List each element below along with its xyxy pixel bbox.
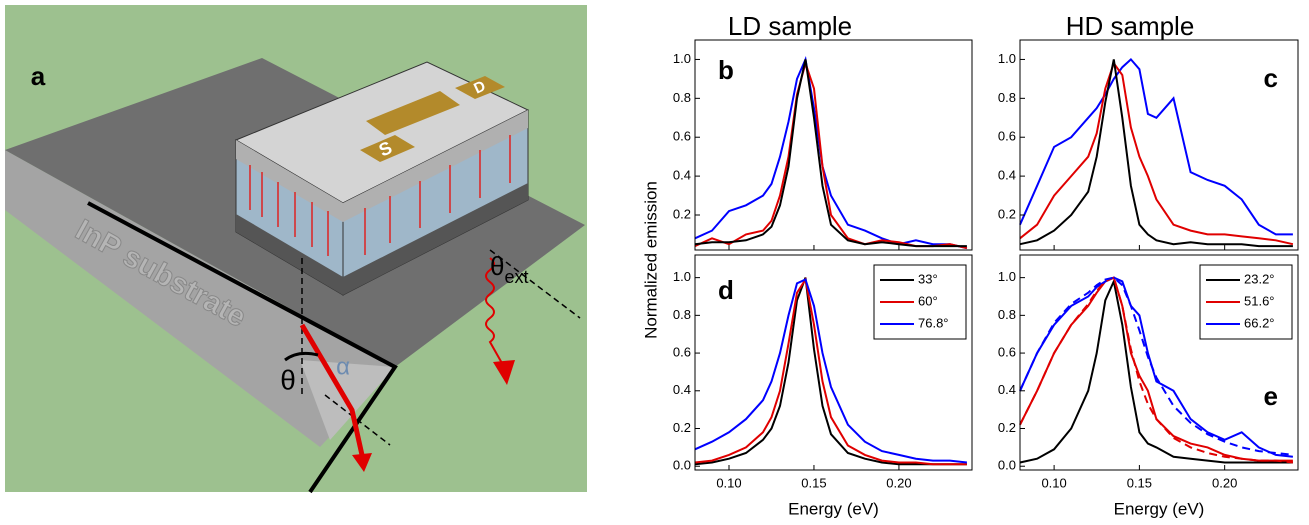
y-tick-label: 0.0 — [998, 458, 1016, 473]
pad — [455, 76, 505, 99]
y-tick-label: 0.6 — [673, 129, 691, 144]
line — [694, 59, 967, 248]
x-tick-label: 0.15 — [1127, 475, 1152, 490]
panel-label: a — [31, 61, 46, 91]
pad — [366, 91, 460, 135]
panel-label: e — [1264, 381, 1278, 411]
legend-label: 60° — [918, 293, 938, 308]
x-tick-label: 0.10 — [1041, 475, 1066, 490]
y-tick-label: 0.8 — [673, 307, 691, 322]
waves — [249, 135, 511, 256]
ray — [485, 257, 504, 366]
line — [1019, 61, 1294, 246]
y-tick-label: 0.2 — [998, 420, 1016, 435]
device-layer — [343, 183, 528, 295]
line — [1019, 278, 1293, 464]
symbol: θ — [490, 251, 504, 281]
angle-arc — [284, 351, 319, 362]
ray — [299, 323, 365, 456]
subscript: ext — [504, 267, 528, 287]
y-tick-label: 0.4 — [673, 168, 691, 183]
plot-frame — [1019, 39, 1299, 251]
normal — [489, 249, 581, 319]
y-tick-label: 0.2 — [998, 206, 1016, 221]
y-tick-label: 0.2 — [673, 206, 691, 221]
y-tick-label: 0.8 — [673, 90, 691, 105]
y-tick-label: 0.6 — [673, 345, 691, 360]
y-tick-label: 0.6 — [998, 129, 1016, 144]
y-tick-label: 1.0 — [673, 269, 691, 284]
angle-label: θ — [280, 364, 296, 395]
y-tick-label: 0.4 — [673, 382, 691, 397]
y-tick-label: 0.2 — [673, 420, 691, 435]
illustration: S D InP substrate a θ α θext — [5, 5, 587, 494]
legend-label: 51.6° — [1244, 293, 1275, 308]
legend-label: 76.8° — [918, 315, 949, 330]
y-tick-label: 0.6 — [998, 345, 1016, 360]
x-tick-label: 0.20 — [886, 475, 911, 490]
plot-frame — [694, 39, 973, 251]
x-axis-label: Energy (eV) — [788, 499, 879, 518]
x-tick-label: 0.10 — [716, 475, 741, 490]
normal — [324, 394, 391, 446]
y-tick-label: 0.0 — [673, 458, 691, 473]
plot-frame — [1019, 254, 1299, 471]
y-tick-label: 1.0 — [998, 269, 1016, 284]
panel-label: d — [718, 275, 734, 305]
legend-label: 66.2° — [1244, 315, 1275, 330]
line — [1019, 276, 1294, 464]
device-layer — [236, 214, 343, 295]
line — [1019, 59, 1293, 248]
substrate-front — [5, 150, 395, 447]
angle-label: α — [336, 353, 350, 380]
edge — [87, 201, 398, 494]
legend: 23.2° 51.6° 66.2° — [1199, 264, 1293, 340]
legend-label: 33° — [918, 271, 938, 286]
column-title: HD sample — [1066, 11, 1195, 41]
line — [694, 55, 968, 250]
y-tick-label: 1.0 — [998, 51, 1016, 66]
y-axis-label: Normalized emission — [641, 181, 660, 339]
y-tick-label: 0.8 — [998, 90, 1016, 105]
angle-label: θext — [490, 251, 528, 287]
panel-label: c — [1264, 63, 1278, 93]
line — [1019, 276, 1294, 456]
column-title: LD sample — [728, 11, 852, 41]
x-axis-label: Energy (eV) — [1114, 499, 1205, 518]
legend: 33° 60° 76.8° — [873, 264, 967, 340]
legend-label: 23.2° — [1244, 271, 1275, 286]
line — [1019, 57, 1293, 236]
device-layer — [343, 110, 528, 222]
y-tick-label: 0.4 — [998, 382, 1016, 397]
arrowhead — [352, 453, 372, 472]
line — [694, 277, 967, 466]
x-tick-label: 0.20 — [1212, 475, 1237, 490]
pad — [360, 135, 415, 162]
x-tick-label: 0.15 — [801, 475, 826, 490]
line — [694, 276, 967, 466]
panel-label: b — [718, 55, 734, 85]
plot-frame — [694, 254, 973, 471]
device-layer — [236, 140, 343, 222]
line — [1019, 276, 1294, 458]
line — [694, 278, 968, 464]
y-tick-label: 1.0 — [673, 51, 691, 66]
arrowhead — [493, 360, 515, 385]
y-tick-label: 0.4 — [998, 168, 1016, 183]
y-tick-label: 0.8 — [998, 307, 1016, 322]
